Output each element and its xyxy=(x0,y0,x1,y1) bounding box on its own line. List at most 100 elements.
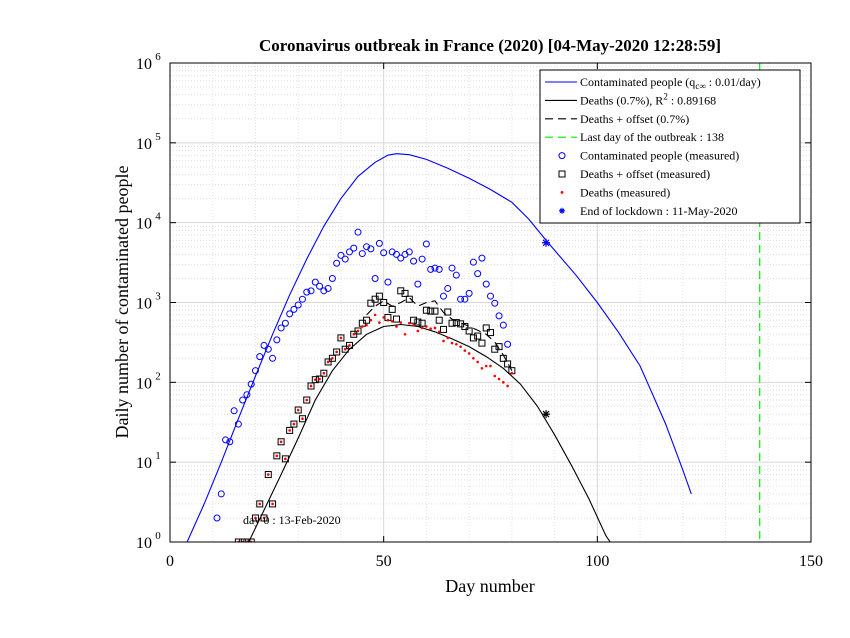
measured-contaminated-point xyxy=(230,407,238,415)
measured-contaminated-point xyxy=(345,248,353,256)
measured-contaminated-point xyxy=(418,255,426,263)
measured-contaminated-point xyxy=(363,243,371,251)
measured-contaminated-point xyxy=(264,345,272,353)
measured-deaths-point xyxy=(343,347,347,351)
measured-contaminated-point xyxy=(311,278,319,286)
measured-contaminated-point xyxy=(303,288,311,296)
measured-deaths-point xyxy=(497,377,501,381)
measured-deaths-offset-point xyxy=(469,334,477,342)
measured-deaths-point xyxy=(493,374,497,378)
measured-contaminated-point xyxy=(333,259,341,267)
measured-deaths-point xyxy=(425,325,428,328)
measured-deaths-point xyxy=(382,316,385,319)
measured-contaminated-point xyxy=(384,278,392,286)
measured-deaths-offset-point xyxy=(333,348,341,356)
measured-contaminated-point xyxy=(478,254,486,262)
measured-contaminated-point xyxy=(281,319,289,327)
measured-deaths-offset-point xyxy=(465,327,473,335)
measured-deaths-point xyxy=(412,323,415,327)
legend-box xyxy=(539,69,801,224)
measured-deaths-point xyxy=(309,384,313,388)
legend-entry-text: Last day of the outbreak : 138 xyxy=(580,130,724,144)
measured-deaths-offset-point xyxy=(499,354,507,362)
measured-contaminated-point xyxy=(294,301,302,309)
measured-deaths-point xyxy=(305,398,309,402)
measured-deaths-offset-point xyxy=(256,500,264,508)
legend-entry-tail: : 0.01/day) xyxy=(706,75,761,89)
legend-entry-tail: : 0.89168 xyxy=(668,93,716,107)
legend-entry-label: End of lockdown : 11-May-2020 xyxy=(580,204,738,218)
measured-contaminated-point xyxy=(243,391,251,399)
y-tick-exponent: 2 xyxy=(155,370,161,382)
measured-deaths-point xyxy=(352,332,356,336)
measured-deaths-point xyxy=(262,516,266,520)
measured-contaminated-point xyxy=(375,239,383,247)
measured-deaths-offset-point xyxy=(504,360,512,368)
y-tick-exponent: 4 xyxy=(155,211,161,223)
measured-deaths-offset-point xyxy=(273,452,281,460)
measured-contaminated-point xyxy=(371,274,379,282)
measured-contaminated-point xyxy=(405,248,413,256)
measured-deaths-offset-point xyxy=(324,358,332,366)
measured-deaths-offset-point xyxy=(286,426,294,434)
measured-deaths-point xyxy=(331,357,334,360)
measured-deaths-point xyxy=(326,360,330,364)
y-tick-exponent: 1 xyxy=(155,450,161,462)
measured-deaths-point xyxy=(506,384,509,388)
measured-contaminated-point xyxy=(324,284,332,292)
measured-contaminated-point xyxy=(465,289,473,297)
measured-contaminated-point xyxy=(307,287,315,295)
measured-deaths-offset-point xyxy=(414,318,422,326)
y-tick-label: 10 xyxy=(136,535,152,552)
measured-deaths-offset-point xyxy=(418,319,426,327)
measured-contaminated-point xyxy=(286,310,294,318)
y-tick-exponent: 6 xyxy=(155,51,161,63)
y-tick-label: 10 xyxy=(136,375,152,392)
measured-deaths-point xyxy=(390,320,394,323)
legend-swatch-star xyxy=(559,207,565,214)
legend: Contaminated people (qc∞ : 0.01/day) Deat… xyxy=(539,69,801,224)
series-0-line xyxy=(186,153,692,542)
measured-deaths-offset-point xyxy=(431,307,439,315)
measured-deaths-offset-point xyxy=(487,329,494,337)
measured-deaths-offset-point xyxy=(495,343,503,351)
measured-deaths-point xyxy=(356,329,360,333)
measured-deaths-offset-point xyxy=(277,438,285,446)
measured-deaths-point xyxy=(266,473,270,476)
legend-entry-label: Deaths + offset (measured) xyxy=(580,167,710,181)
legend-entry-subscript: c∞ xyxy=(695,81,705,91)
measured-deaths-point xyxy=(373,313,377,317)
legend-entry-label: Deaths + offset (0.7%) xyxy=(580,112,689,126)
measured-contaminated-point xyxy=(358,250,366,258)
legend-swatch-circle xyxy=(558,152,566,160)
measured-contaminated-point xyxy=(316,282,324,290)
measured-deaths-point xyxy=(292,422,296,426)
legend-entry-label: Last day of the outbreak : 138 xyxy=(580,130,724,144)
measured-deaths-point xyxy=(408,321,411,325)
measured-deaths-offset-point xyxy=(260,514,268,522)
measured-contaminated-point xyxy=(504,340,512,348)
measured-deaths-point xyxy=(284,457,287,461)
measured-deaths-offset-point xyxy=(269,500,277,508)
measured-deaths-point xyxy=(472,357,475,360)
measured-deaths-point xyxy=(467,352,471,355)
measured-contaminated-point xyxy=(397,254,405,262)
measured-deaths-offset-point xyxy=(367,299,375,307)
measured-contaminated-point xyxy=(414,280,422,288)
measured-contaminated-point xyxy=(337,251,345,259)
lockdown-end-marker-contaminated xyxy=(542,238,551,247)
measured-deaths-offset-point xyxy=(375,292,383,300)
measured-contaminated-point xyxy=(469,258,477,266)
measured-contaminated-point xyxy=(222,436,230,444)
measured-deaths-offset-point xyxy=(478,339,486,347)
measured-deaths-offset-point xyxy=(239,538,247,542)
legend-entry-label: Contaminated people (qc∞ : 0.01/day) xyxy=(580,75,761,91)
measured-deaths-offset-point xyxy=(410,316,418,324)
measured-deaths-point xyxy=(279,440,283,444)
measured-deaths-offset-point xyxy=(388,305,396,313)
measured-contaminated-point xyxy=(487,292,494,300)
measured-deaths-offset-point xyxy=(461,323,469,331)
measured-contaminated-point xyxy=(422,240,430,248)
measured-deaths-point xyxy=(429,327,432,330)
